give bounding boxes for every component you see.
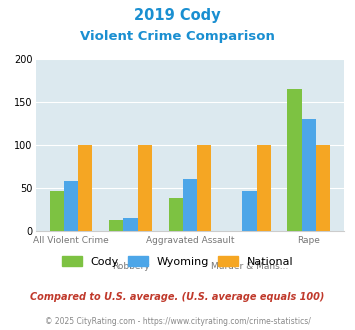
Bar	[78, 145, 92, 231]
Text: Violent Crime Comparison: Violent Crime Comparison	[80, 30, 275, 43]
Bar	[242, 191, 257, 231]
Bar	[138, 145, 152, 231]
Bar	[288, 89, 302, 231]
Bar	[169, 198, 183, 231]
Bar	[257, 145, 271, 231]
Bar	[302, 119, 316, 231]
Text: © 2025 CityRating.com - https://www.cityrating.com/crime-statistics/: © 2025 CityRating.com - https://www.city…	[45, 317, 310, 326]
Text: 2019 Cody: 2019 Cody	[134, 8, 221, 23]
Text: Murder & Mans...: Murder & Mans...	[211, 262, 288, 271]
Bar	[109, 220, 123, 231]
Bar	[123, 218, 138, 231]
Text: Compared to U.S. average. (U.S. average equals 100): Compared to U.S. average. (U.S. average …	[30, 292, 325, 302]
Bar	[316, 145, 330, 231]
Text: Robbery: Robbery	[111, 262, 149, 271]
Bar	[183, 179, 197, 231]
Bar	[197, 145, 211, 231]
Legend: Cody, Wyoming, National: Cody, Wyoming, National	[62, 256, 293, 267]
Bar	[64, 181, 78, 231]
Bar	[50, 191, 64, 231]
